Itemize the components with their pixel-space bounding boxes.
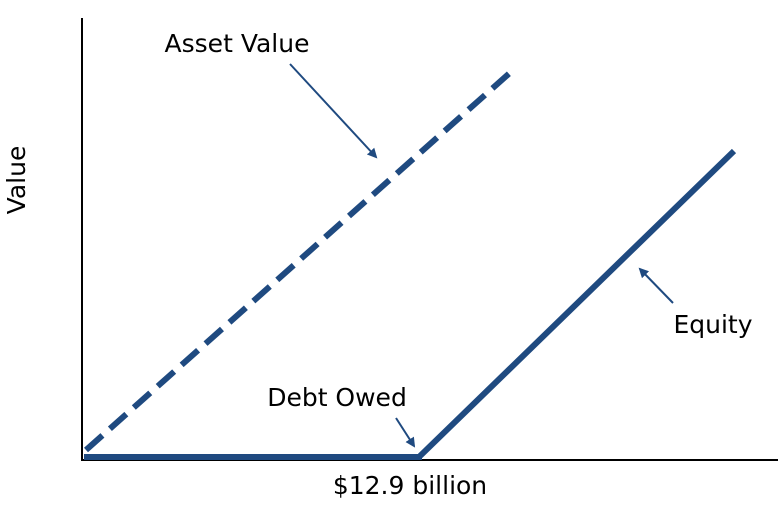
y-axis-label: Value (2, 146, 31, 215)
equity-line (417, 148, 737, 459)
asset-value-arrow (289, 63, 378, 159)
x-axis-tick-label: $12.9 billion (333, 471, 487, 500)
equity-label: Equity (673, 310, 752, 339)
asset-value-label: Asset Value (165, 29, 310, 58)
debt-owed-label: Debt Owed (267, 383, 407, 412)
equity-arrow (638, 267, 674, 304)
debt-owed-arrow (395, 417, 416, 448)
